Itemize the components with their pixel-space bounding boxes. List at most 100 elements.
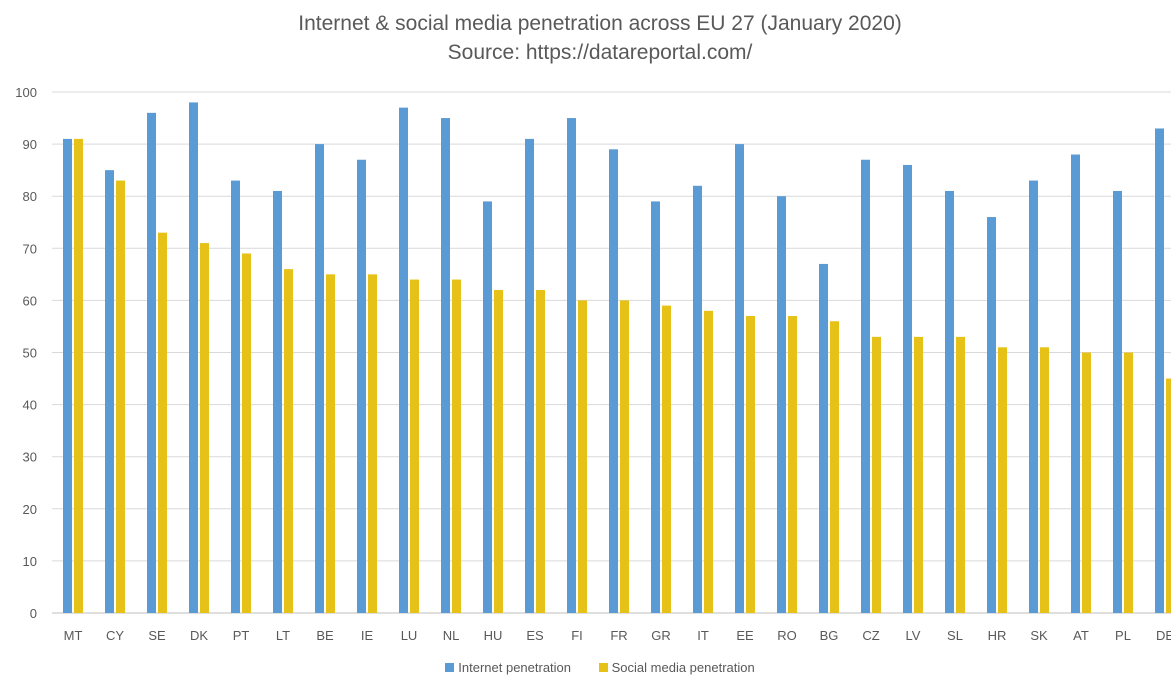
x-tick-label: CY: [106, 628, 124, 643]
bar-internet: [147, 112, 156, 613]
bar-internet: [693, 185, 702, 613]
y-tick-label: 50: [23, 346, 37, 361]
x-tick-label: PT: [233, 628, 250, 643]
bar-social-media: [158, 232, 167, 614]
x-tick-label: IE: [361, 628, 374, 643]
bar-internet: [483, 201, 492, 613]
bar-internet: [735, 144, 744, 613]
bar-social-media: [662, 305, 671, 613]
bar-social-media: [872, 336, 881, 613]
x-tick-label: PL: [1115, 628, 1131, 643]
bar-social-media: [1166, 378, 1171, 613]
x-tick-label: HU: [484, 628, 503, 643]
y-tick-label: 100: [15, 85, 37, 100]
x-tick-label: BG: [820, 628, 839, 643]
bar-internet: [399, 107, 408, 613]
bar-internet: [903, 164, 912, 613]
bar-social-media: [452, 279, 461, 613]
bar-internet: [1155, 128, 1164, 613]
bar-social-media: [116, 180, 125, 613]
bar-internet: [777, 196, 786, 613]
x-tick-label: DE: [1156, 628, 1171, 643]
y-tick-label: 70: [23, 241, 37, 256]
x-tick-label: GR: [651, 628, 671, 643]
bar-social-media: [494, 289, 503, 613]
bar-social-media: [200, 243, 209, 613]
bar-internet: [1071, 154, 1080, 613]
x-tick-label: FR: [610, 628, 627, 643]
bar-internet: [273, 190, 282, 614]
x-tick-label: AT: [1073, 628, 1089, 643]
x-tick-label: NL: [443, 628, 460, 643]
bar-internet: [945, 190, 954, 614]
bar-internet: [987, 217, 996, 614]
bar-social-media: [242, 253, 251, 613]
x-tick-label: SL: [947, 628, 963, 643]
y-tick-label: 0: [30, 606, 37, 621]
x-tick-label: DK: [190, 628, 208, 643]
y-tick-label: 10: [23, 554, 37, 569]
bar-internet: [1029, 180, 1038, 613]
bar-internet: [315, 144, 324, 613]
bar-social-media: [704, 310, 713, 613]
legend-item-social: Social media penetration: [598, 660, 755, 675]
bar-social-media: [368, 274, 377, 613]
bar-social-media: [284, 269, 293, 613]
legend-item-internet: Internet penetration: [445, 660, 571, 675]
x-tick-label: SE: [148, 628, 166, 643]
legend-label-internet: Internet penetration: [458, 660, 572, 675]
bar-social-media: [620, 300, 629, 613]
bar-internet: [231, 180, 240, 613]
bar-internet: [525, 138, 534, 613]
legend-label-social: Social media penetration: [611, 660, 755, 675]
x-tick-label: EE: [736, 628, 754, 643]
chart-title: Internet & social media penetration acro…: [298, 12, 902, 35]
legend-swatch-social: [598, 663, 608, 672]
x-tick-label: BE: [316, 628, 334, 643]
bar-social-media: [578, 300, 587, 613]
bar-internet: [357, 159, 366, 614]
bar-internet: [567, 118, 576, 614]
x-tick-label: SK: [1030, 628, 1048, 643]
bar-social-media: [998, 347, 1007, 613]
y-tick-label: 90: [23, 137, 37, 152]
bar-internet: [651, 201, 660, 613]
bar-social-media: [1040, 347, 1049, 613]
x-tick-label: LV: [906, 628, 921, 643]
x-tick-label: ES: [526, 628, 544, 643]
x-tick-label: LU: [401, 628, 418, 643]
bar-social-media: [830, 321, 839, 613]
bar-internet: [63, 138, 72, 613]
bar-social-media: [1124, 352, 1133, 613]
x-tick-label: RO: [777, 628, 797, 643]
y-tick-label: 40: [23, 398, 37, 413]
bar-internet: [441, 118, 450, 614]
x-tick-label: CZ: [862, 628, 879, 643]
x-tick-label: MT: [64, 628, 83, 643]
bar-internet: [105, 170, 114, 613]
bar-social-media: [746, 316, 755, 613]
bar-internet: [819, 263, 828, 613]
y-axis: 0 10 20 30 40 50 60 70 80 90 100: [15, 85, 37, 621]
bar-social-media: [410, 279, 419, 613]
bar-social-media: [956, 336, 965, 613]
bar-internet: [189, 102, 198, 614]
y-tick-label: 60: [23, 293, 37, 308]
y-tick-label: 20: [23, 502, 37, 517]
x-tick-label: IT: [697, 628, 709, 643]
x-tick-label: LT: [276, 628, 290, 643]
y-tick-label: 80: [23, 189, 37, 204]
legend-swatch-internet: [445, 663, 455, 672]
x-axis: MT CY SE DK PT LT BE IE LU NL HU ES FI FR GR IT EE RO BG CZ…: [64, 628, 1171, 643]
chart-subtitle: Source: https://datareportal.com/: [447, 41, 753, 64]
bar-social-media: [74, 138, 83, 613]
bar-internet: [609, 149, 618, 613]
bar-social-media: [788, 316, 797, 613]
bar-social-media: [326, 274, 335, 613]
x-tick-label: FI: [571, 628, 583, 643]
bar-social-media: [536, 289, 545, 613]
bar-social-media: [914, 336, 923, 613]
bar-social-media: [1082, 352, 1091, 613]
y-tick-label: 30: [23, 450, 37, 465]
